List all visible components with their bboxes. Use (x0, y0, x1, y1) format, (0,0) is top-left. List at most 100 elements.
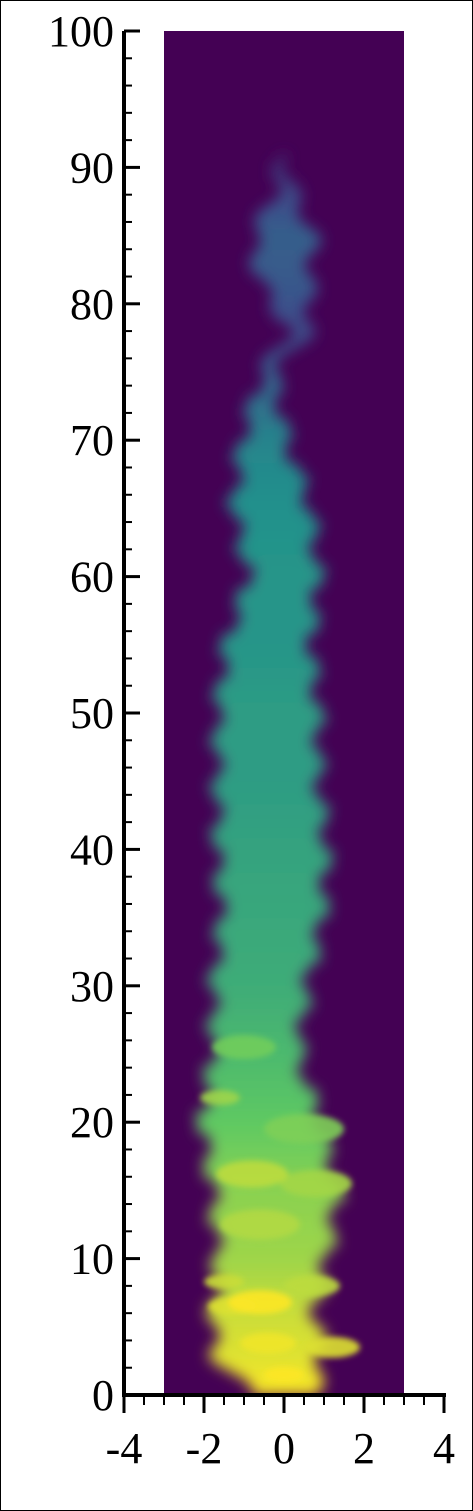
plume-slab (222, 1235, 339, 1248)
plume-slab (223, 758, 328, 771)
plume-slab (208, 1354, 317, 1362)
plume-slab (204, 1076, 306, 1089)
plume-slab (211, 1267, 322, 1278)
plume-slab (275, 344, 297, 353)
plume-slab (213, 985, 309, 998)
plume-slab (233, 485, 306, 498)
swirl-patch (304, 1336, 360, 1358)
plume-slab (222, 849, 334, 862)
plume-slab (222, 951, 322, 964)
plume-slab (211, 1008, 305, 1021)
plume-slab (292, 331, 317, 339)
swirl-patch (228, 1290, 292, 1315)
plume-slab (212, 872, 321, 884)
plume-slab (269, 167, 285, 175)
swirl-patch (240, 1332, 296, 1354)
swirl-patch (220, 1209, 300, 1240)
plume-slab (259, 235, 323, 243)
plume-slab (226, 667, 322, 680)
plume-slab (208, 1258, 320, 1269)
plume-slab (253, 215, 301, 223)
plume-slab (258, 242, 321, 250)
plume-slab (272, 174, 290, 182)
plume-slab (248, 417, 289, 430)
plume-slab (248, 262, 307, 271)
plume-slab (259, 365, 277, 373)
swirl-patch (280, 1170, 352, 1198)
plume-slab (217, 644, 308, 657)
plume-slab (242, 474, 310, 487)
plume-slab (279, 153, 289, 162)
plume-slab (209, 826, 320, 839)
plume-slab (274, 312, 307, 323)
plume-slab (219, 997, 314, 1010)
y-tick-label: 0 (92, 1371, 114, 1420)
plume-slab (211, 928, 314, 941)
x-tick-label: 2 (353, 1424, 375, 1473)
y-tick-label: 70 (70, 416, 114, 465)
plume-slab (216, 747, 321, 759)
plume-slab (221, 860, 332, 873)
plume-slab (260, 383, 285, 396)
plume-slab (248, 428, 294, 441)
plume-slab (211, 1319, 318, 1328)
plume-slab (234, 542, 310, 555)
plume-swirls (200, 1035, 360, 1383)
x-tick-label: 4 (433, 1424, 455, 1473)
plume-slab (248, 256, 308, 264)
plume-slab (266, 201, 301, 209)
y-tick-label: 40 (70, 825, 114, 874)
plume-slab (225, 906, 331, 919)
plume-slab (275, 194, 304, 202)
swirl-patch (264, 1114, 344, 1145)
plume-slab (210, 1201, 335, 1214)
plume-slab (279, 187, 303, 196)
plume-slab (233, 508, 313, 521)
plume-slab (234, 622, 319, 634)
plume-slab (208, 735, 313, 748)
x-tick-label: -4 (106, 1424, 143, 1473)
plume-slab (219, 940, 321, 953)
plume-field (195, 153, 360, 1395)
plume-slab (215, 917, 319, 930)
plume-slab (239, 610, 322, 623)
y-tick-label: 30 (70, 962, 114, 1011)
plume-slab (287, 321, 315, 332)
plume-slab (265, 351, 286, 359)
y-tick-label: 60 (70, 553, 114, 602)
plume-slab (257, 228, 318, 237)
plume-slab (211, 963, 310, 975)
plume-slab (213, 883, 321, 896)
plume-slab (257, 208, 299, 216)
plume-slab (260, 358, 279, 366)
plume-slab (269, 294, 313, 305)
plume-slab (214, 724, 319, 737)
plume-slab (254, 221, 309, 230)
plume-slab (214, 792, 321, 805)
y-tick-label: 10 (70, 1235, 114, 1284)
plume-slab (252, 269, 310, 278)
y-tick-label: 100 (48, 7, 114, 56)
plume-slab (231, 451, 288, 464)
plume-slab (216, 1360, 317, 1369)
swirl-patch (284, 1275, 340, 1297)
plume-slab (217, 1326, 325, 1335)
plume-slab (238, 462, 300, 475)
plume-slab (243, 519, 322, 532)
plume-slab (222, 713, 327, 725)
plume-slab (286, 337, 309, 346)
plume-slab (204, 1019, 297, 1032)
plume-slab (263, 372, 283, 384)
plume-slab (272, 160, 285, 168)
y-tick-label: 50 (70, 689, 114, 738)
plume-slab (263, 276, 317, 287)
y-tick-label: 90 (70, 143, 114, 192)
plume-slab (236, 440, 288, 453)
swirl-patch (204, 1274, 244, 1290)
x-tick-label: -2 (186, 1424, 223, 1473)
plume-slab (225, 497, 303, 509)
plume-slab (205, 974, 303, 987)
axes: 0 10 20 30 40 50 60 70 80 90 100 -4 -2 0 2 4 (48, 7, 455, 1473)
plume-slab (215, 678, 314, 691)
